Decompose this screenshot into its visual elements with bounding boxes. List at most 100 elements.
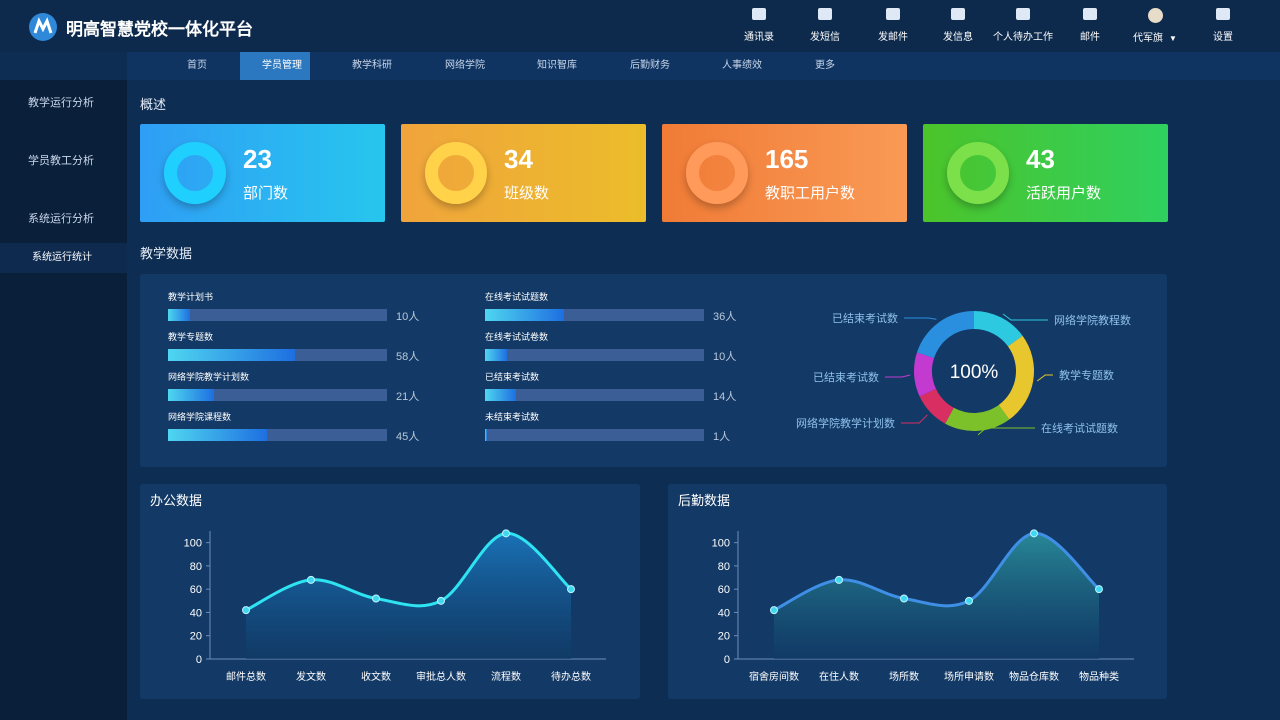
toolbar-button[interactable]: 发短信 — [790, 8, 860, 43]
header: 明高智慧党校一体化平台 — [0, 0, 1280, 52]
leader-line — [1036, 374, 1053, 382]
bar-track — [485, 349, 704, 361]
point — [307, 575, 315, 584]
toolbar-button[interactable]: 代军旗 ▼ — [1120, 8, 1190, 44]
bar-name: 教学专题数 — [168, 332, 214, 342]
nav-label: 后勤财务 — [630, 60, 670, 71]
donut-label: 网络学院教程数 — [1054, 313, 1131, 327]
bar-track — [485, 389, 704, 401]
y-tick-label: 20 — [718, 631, 730, 643]
bar-value-label: 36人 — [713, 311, 737, 323]
donut-chart: 网络学院教程数教学专题数在线考试试题数网络学院教学计划数已结束考试数已结束考试数… — [796, 311, 1131, 436]
leader-line — [901, 414, 928, 424]
toolbar-button[interactable]: 发信息 — [923, 8, 993, 43]
nav-tab[interactable]: 后勤财务 — [608, 52, 678, 80]
nav-label: 教学科研 — [352, 60, 392, 71]
point — [1030, 529, 1038, 538]
bar-name: 未结束考试数 — [485, 412, 540, 422]
toolbar-button[interactable]: 设置 — [1188, 8, 1258, 43]
toolbar-icon — [1216, 8, 1230, 20]
sidebar-item[interactable]: 系统运行统计 — [0, 243, 127, 273]
nav-tab[interactable]: 更多 — [793, 52, 843, 80]
sidebar-label: 学员教工分析 — [28, 155, 94, 167]
toolbar-label: 发邮件 — [878, 32, 908, 43]
nav-tab[interactable]: 学员管理 — [240, 52, 310, 80]
sidebar-item[interactable]: 系统运行分析 — [0, 204, 127, 234]
donut-segment — [919, 388, 954, 424]
logo — [29, 13, 57, 41]
stat-card: 165 教职工用户数 — [662, 124, 907, 222]
donut-segment — [945, 404, 1010, 431]
y-tick-label: 60 — [718, 584, 730, 596]
nav-tab[interactable]: 首页 — [165, 52, 215, 80]
point — [372, 594, 380, 603]
y-tick-label: 100 — [184, 538, 202, 550]
stat-label: 部门数 — [243, 185, 289, 202]
stat-ring — [425, 142, 487, 204]
sidebar — [0, 80, 127, 720]
bar — [485, 389, 516, 401]
point — [900, 594, 908, 603]
donut-center-label: 100% — [950, 362, 999, 383]
toolbar-icon — [1016, 8, 1030, 20]
toolbar-icon — [818, 8, 832, 20]
x-tick-label: 审批总人数 — [416, 670, 466, 683]
bar-track — [168, 389, 387, 401]
donut-label: 网络学院教学计划数 — [796, 416, 895, 430]
toolbar-button[interactable]: 邮件 — [1055, 8, 1125, 43]
nav-label: 网络学院 — [445, 60, 485, 71]
nav-bar — [127, 52, 1280, 80]
toolbar-icon — [951, 8, 965, 20]
nav-label: 知识智库 — [537, 60, 577, 71]
stat-value: 23 — [243, 144, 272, 174]
bar-value-label: 14人 — [713, 391, 737, 403]
y-tick-label: 100 — [712, 538, 730, 550]
point — [242, 606, 250, 615]
x-tick-label: 待办总数 — [551, 670, 591, 683]
y-tick-label: 0 — [196, 654, 202, 666]
x-tick-label: 在住人数 — [819, 670, 859, 683]
nav-tab[interactable]: 人事绩效 — [700, 52, 770, 80]
x-tick-label: 发文数 — [296, 670, 326, 683]
x-tick-label: 宿舍房间数 — [749, 670, 799, 683]
y-tick-label: 80 — [190, 561, 202, 573]
toolbar-button[interactable]: 通讯录 — [724, 8, 794, 43]
leader-line — [1002, 313, 1048, 321]
bar-value-label: 10人 — [713, 351, 737, 363]
sidebar-label: 系统运行分析 — [28, 213, 94, 225]
point — [567, 585, 575, 594]
bar-name: 网络学院教学计划数 — [168, 372, 250, 382]
toolbar-button[interactable]: 发邮件 — [858, 8, 928, 43]
sidebar-item[interactable]: 教学运行分析 — [0, 88, 127, 118]
bar-name: 在线考试试卷数 — [485, 332, 549, 342]
app-title: 明高智慧党校一体化平台 — [66, 20, 253, 39]
area — [246, 533, 571, 659]
toolbar-label: 代军旗 — [1133, 33, 1164, 44]
bar-value-label: 45人 — [396, 431, 420, 443]
toolbar-icon — [752, 8, 766, 20]
bar-track — [168, 309, 387, 321]
bar — [168, 429, 267, 441]
y-tick-label: 40 — [190, 607, 202, 619]
toolbar-button[interactable]: 个人待办工作 — [988, 8, 1058, 43]
leader-line — [977, 427, 1035, 436]
point — [437, 596, 445, 605]
x-tick-label: 物品种类 — [1079, 670, 1119, 683]
toolbar-label: 通讯录 — [744, 32, 774, 43]
nav-tab[interactable]: 网络学院 — [423, 52, 493, 80]
nav-tab[interactable]: 知识智库 — [515, 52, 585, 80]
donut-segment — [916, 311, 974, 359]
sidebar-label: 教学运行分析 — [28, 97, 94, 109]
stat-card: 43 活跃用户数 — [923, 124, 1168, 222]
point — [965, 596, 973, 605]
toolbar-label: 邮件 — [1080, 32, 1100, 43]
nav-tab[interactable]: 教学科研 — [330, 52, 400, 80]
sidebar-item[interactable]: 学员教工分析 — [0, 146, 127, 176]
bar — [168, 309, 190, 321]
donut-segment — [974, 311, 1023, 347]
stat-card: 34 班级数 — [401, 124, 646, 222]
sidebar-label: 系统运行统计 — [32, 252, 92, 263]
toolbar-icon — [886, 8, 900, 20]
bar — [485, 429, 488, 441]
